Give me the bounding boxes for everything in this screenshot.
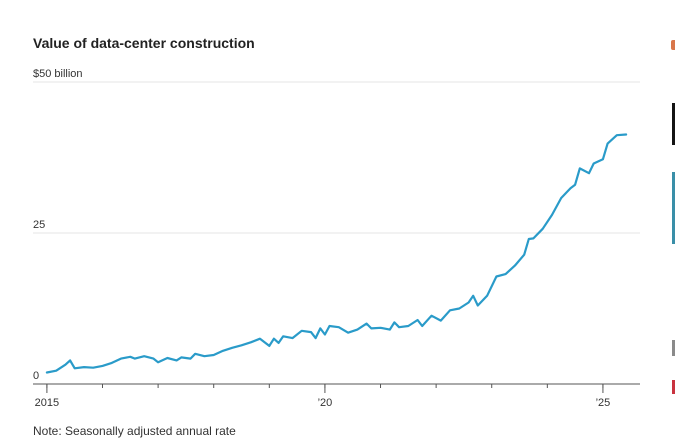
data-point — [370, 327, 372, 330]
data-point — [407, 325, 409, 327]
edge-mark-teal — [672, 172, 675, 244]
data-point — [606, 143, 609, 145]
data-point — [55, 370, 57, 372]
data-point — [495, 275, 497, 278]
data-point — [542, 228, 544, 230]
data-point — [477, 304, 479, 307]
data-point — [467, 301, 470, 304]
y-tick-label: 0 — [33, 370, 39, 382]
data-point — [430, 315, 433, 317]
data-point — [310, 331, 312, 333]
data-point — [389, 329, 391, 331]
data-point — [64, 364, 67, 366]
data-point — [505, 273, 507, 275]
data-point — [416, 319, 419, 321]
data-point — [92, 367, 94, 369]
data-point — [472, 295, 474, 297]
data-point — [602, 158, 604, 160]
data-point — [440, 319, 442, 322]
data-point — [588, 172, 590, 174]
data-point — [46, 371, 48, 374]
data-point — [315, 337, 317, 339]
data-point — [379, 327, 382, 329]
data-point — [347, 332, 349, 334]
data-point — [523, 254, 525, 256]
data-point — [574, 184, 576, 186]
y-tick-label: $50 billion — [33, 68, 83, 80]
y-tick-label: 25 — [33, 219, 45, 231]
chart-title: Value of data-center construction — [33, 35, 255, 51]
x-tick-label: 2015 — [35, 397, 59, 409]
data-point — [458, 307, 460, 310]
data-point — [514, 265, 516, 267]
data-point — [203, 355, 206, 357]
data-point — [569, 187, 572, 189]
data-point — [625, 133, 627, 136]
data-point — [180, 356, 182, 359]
data-point — [356, 329, 358, 331]
data-point — [486, 295, 488, 297]
data-point — [593, 162, 595, 165]
data-point — [157, 361, 159, 363]
data-point — [250, 341, 252, 343]
data-point — [194, 353, 196, 355]
x-tick-label: ’25 — [596, 397, 611, 409]
edge-mark-dark — [672, 103, 675, 145]
data-point — [551, 214, 553, 216]
data-point — [393, 321, 396, 323]
data-point — [324, 333, 326, 336]
data-point — [328, 325, 331, 327]
data-point — [398, 326, 400, 328]
data-point — [176, 359, 178, 362]
data-point — [83, 366, 85, 368]
chart-note: Note: Seasonally adjusted annual rate — [33, 424, 236, 438]
data-point — [231, 347, 233, 349]
data-point — [259, 338, 261, 340]
edge-mark-orange — [671, 40, 675, 50]
data-point — [111, 362, 113, 364]
data-point — [240, 344, 243, 346]
edge-mark-gray — [672, 340, 675, 356]
data-point — [189, 358, 192, 360]
data-point — [273, 338, 275, 340]
data-point — [101, 365, 104, 367]
data-point — [129, 356, 131, 358]
data-point — [120, 358, 122, 360]
data-point — [560, 197, 562, 199]
data-point — [366, 323, 368, 325]
data-point — [277, 342, 280, 344]
data-point — [301, 330, 303, 332]
data-point — [528, 238, 530, 240]
data-point — [421, 325, 423, 327]
data-point — [338, 326, 340, 328]
data-point — [69, 359, 71, 362]
data-point — [449, 309, 451, 311]
data-point — [74, 367, 76, 369]
data-point — [282, 335, 284, 337]
data-point — [143, 355, 145, 357]
data-point — [532, 237, 535, 240]
data-point — [222, 350, 224, 352]
edge-mark-red — [672, 380, 675, 394]
data-point — [291, 337, 294, 339]
series-line — [45, 133, 628, 374]
data-point — [319, 327, 321, 330]
data-point — [213, 354, 215, 356]
data-point — [268, 345, 270, 347]
data-point — [616, 134, 618, 136]
data-point — [152, 358, 155, 360]
data-point — [579, 167, 581, 169]
x-tick-label: ’20 — [318, 397, 333, 409]
data-point — [134, 358, 136, 360]
data-point — [166, 357, 168, 359]
